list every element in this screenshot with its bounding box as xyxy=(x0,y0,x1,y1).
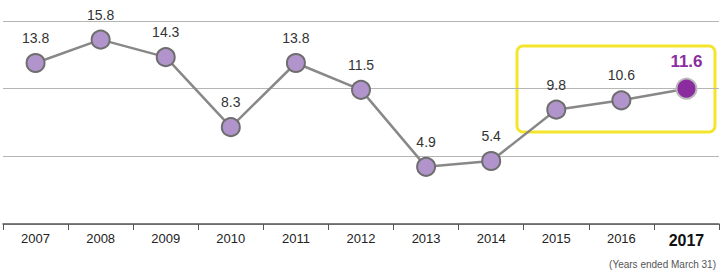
svg-text:2007: 2007 xyxy=(21,231,50,246)
svg-text:(Years ended March 31): (Years ended March 31) xyxy=(609,259,716,270)
svg-text:2014: 2014 xyxy=(477,231,506,246)
svg-text:2013: 2013 xyxy=(412,231,441,246)
svg-text:2015: 2015 xyxy=(542,231,571,246)
svg-text:2017: 2017 xyxy=(669,232,705,249)
svg-text:2011: 2011 xyxy=(282,231,310,246)
svg-text:15.8: 15.8 xyxy=(87,7,114,23)
svg-text:4.9: 4.9 xyxy=(416,134,436,150)
svg-text:11.6: 11.6 xyxy=(670,52,702,71)
svg-text:2008: 2008 xyxy=(86,231,115,246)
svg-text:11.5: 11.5 xyxy=(348,57,374,73)
svg-text:5.4: 5.4 xyxy=(481,128,501,144)
svg-text:9.8: 9.8 xyxy=(547,77,567,93)
svg-text:2012: 2012 xyxy=(347,231,376,246)
svg-text:2016: 2016 xyxy=(607,231,636,246)
svg-text:2009: 2009 xyxy=(151,231,180,246)
svg-text:13.8: 13.8 xyxy=(282,30,309,46)
svg-text:14.3: 14.3 xyxy=(152,24,179,40)
svg-text:8.3: 8.3 xyxy=(221,94,241,110)
svg-text:10.6: 10.6 xyxy=(608,67,635,83)
svg-text:13.8: 13.8 xyxy=(22,30,49,46)
svg-text:2010: 2010 xyxy=(216,231,245,246)
